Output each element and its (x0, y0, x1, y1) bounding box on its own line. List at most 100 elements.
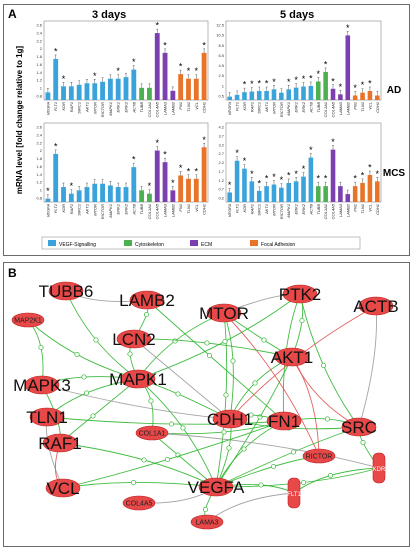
x-tick-label: TLN1 (186, 102, 191, 112)
node-shape (48, 281, 84, 301)
bar (131, 167, 137, 202)
significance-star: * (243, 80, 247, 90)
bar (193, 78, 199, 100)
significance-star: * (93, 71, 97, 81)
significance-star: * (187, 66, 191, 76)
x-tick-label: ACTB (131, 204, 136, 216)
x-tick-label: LAMA3 (338, 101, 343, 115)
significance-star: * (317, 69, 321, 79)
edge-marker (226, 445, 232, 451)
bar (227, 96, 232, 100)
significance-star: * (339, 82, 343, 92)
x-tick-label: ERK2 (301, 101, 306, 112)
x-tick-label: SIRC1 (77, 204, 82, 216)
bar (201, 52, 207, 100)
bar (279, 187, 284, 202)
network-node: AKT1 (271, 347, 313, 367)
bar (234, 160, 240, 202)
x-tick-label: LAMB2 (345, 101, 350, 115)
node-shape (206, 303, 242, 323)
edge-marker (130, 479, 137, 486)
edge-marker (241, 446, 247, 452)
bar (286, 182, 292, 202)
node-label: RICTOR (306, 454, 333, 461)
node-label: COL4A5 (126, 501, 153, 508)
network-node: MAPK1 (109, 369, 167, 389)
bar (115, 187, 121, 202)
edge-marker (230, 358, 236, 364)
x-tick-label: MAPK1 (286, 102, 291, 116)
bar (293, 181, 299, 202)
x-tick-label: ACTB (308, 102, 313, 114)
significance-star: * (309, 73, 313, 83)
significance-star: * (272, 172, 276, 182)
bar (323, 186, 328, 202)
y-tick-label: 10.5 (216, 33, 225, 38)
receptor-shape (287, 477, 301, 509)
legend-swatch (124, 240, 132, 246)
y-tick-label: 0.7 (218, 187, 224, 192)
node-label: MAP2K1 (14, 318, 42, 325)
x-tick-label: TUBB (316, 102, 321, 113)
x-tick-label: LAMA3 (163, 101, 168, 115)
edge-marker (93, 337, 99, 343)
y-tick-label: 3.2 (218, 142, 224, 147)
y-tick-label: 6.5 (218, 53, 224, 58)
bar (360, 92, 365, 100)
y-tick-label: 2.6 (36, 23, 42, 28)
x-tick-label: FN1 (178, 204, 183, 212)
network-node: MAPK3 (13, 375, 71, 395)
x-tick-label: LAMB2 (170, 203, 175, 217)
x-tick-label: RAF1 (249, 102, 254, 112)
x-tick-label: TLN1 (360, 204, 365, 214)
significance-star: * (187, 166, 191, 176)
bar (61, 187, 66, 202)
significance-star: * (302, 164, 306, 174)
bar (147, 87, 152, 100)
y-tick-label: 12.5 (216, 23, 225, 28)
node-label: SRC (341, 418, 377, 437)
y-tick-label: 0.8 (36, 196, 42, 201)
edge-marker (204, 340, 210, 346)
node-label: TUBB6 (39, 282, 94, 301)
y-tick-label: 2.6 (36, 125, 42, 130)
significance-star: * (368, 163, 372, 173)
x-tick-label: CDH1 (202, 102, 207, 113)
x-tick-label: VEGFA (227, 204, 232, 218)
bar (186, 178, 191, 202)
significance-star: * (54, 46, 58, 56)
bar-chart: 4.2 3.7 3.2 2.7 2.2 1.7 1.2 0.7 0.2 * VEGFA * FLT1 * K… (218, 122, 382, 219)
significance-star: * (317, 174, 321, 184)
significance-star: * (257, 178, 261, 188)
panel-label: B (8, 266, 17, 280)
significance-star: * (163, 150, 167, 160)
node-shape (190, 514, 224, 530)
receptor-shape (372, 452, 386, 484)
x-tick-label: KDR (242, 204, 247, 213)
edge-marker (290, 449, 297, 455)
bar (107, 185, 113, 202)
significance-star: * (361, 170, 365, 180)
significance-star: * (346, 23, 350, 33)
significance-star: * (243, 156, 247, 166)
edge-marker (299, 317, 305, 324)
node-label: MAPK3 (13, 376, 71, 395)
bar (352, 95, 358, 100)
x-tick-label: VCL (194, 204, 199, 212)
significance-star: * (361, 80, 365, 90)
bar (123, 187, 129, 202)
legend-label: VEGF-Signalling (59, 242, 96, 248)
edge-marker (360, 439, 366, 446)
x-tick-label: AKT1 (264, 204, 269, 215)
x-tick-label: TUBB (139, 102, 144, 113)
significance-star: * (202, 40, 206, 50)
x-tick-label: SIRC1 (77, 102, 82, 114)
legend-swatch (48, 240, 56, 246)
significance-star: * (250, 169, 254, 179)
bar (100, 183, 105, 202)
x-tick-label: RICTOR (100, 204, 105, 219)
node-label: MAPK1 (109, 370, 167, 389)
edge-marker (38, 344, 44, 351)
panel-b: B TUBB6 LAMB2 MTOR PTK2 ACTB MAP2K1 LCN2 AKT1 MAP… (3, 262, 410, 547)
